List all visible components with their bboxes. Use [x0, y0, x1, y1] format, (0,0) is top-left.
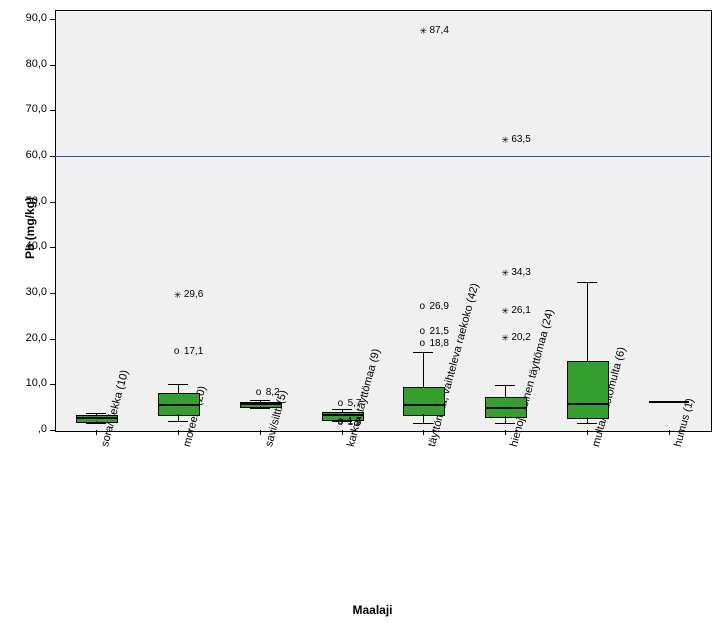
y-tick-mark: [50, 339, 55, 340]
whisker: [178, 384, 179, 392]
outlier-label: 5,7: [348, 399, 362, 409]
whisker: [178, 414, 179, 421]
median-line: [485, 407, 527, 409]
y-tick-mark: [50, 430, 55, 431]
outlier-label: 1,5: [348, 418, 362, 428]
x-tick-mark: [260, 430, 261, 435]
x-tick-mark: [342, 430, 343, 435]
whisker-cap: [495, 385, 515, 386]
outlier-point: o: [419, 302, 425, 312]
boxplot-chart: Pb (mg/kg) Maalaji ,010,020,030,040,050,…: [0, 0, 725, 623]
y-tick-label: 30,0: [15, 286, 47, 298]
extreme-label: 63,5: [511, 135, 530, 145]
extreme-point: ✳: [501, 307, 509, 316]
x-tick-mark: [505, 430, 506, 435]
y-tick-mark: [50, 293, 55, 294]
whisker-cap: [250, 408, 270, 409]
whisker-cap: [86, 423, 106, 424]
whisker-cap: [577, 282, 597, 283]
outlier-point: o: [419, 339, 425, 349]
x-tick-mark: [669, 430, 670, 435]
x-tick-mark: [96, 430, 97, 435]
whisker-cap: [168, 384, 188, 385]
outlier-label: 18,8: [429, 339, 448, 349]
y-tick-mark: [50, 65, 55, 66]
y-tick-label: 90,0: [15, 12, 47, 24]
outlier-label: 17,1: [184, 347, 203, 357]
extreme-point: ✳: [174, 291, 182, 300]
whisker-cap: [577, 423, 597, 424]
x-tick-mark: [178, 430, 179, 435]
outlier-point: o: [338, 399, 344, 409]
whisker-cap: [413, 352, 433, 353]
extreme-label: 26,1: [511, 306, 530, 316]
y-tick-mark: [50, 19, 55, 20]
y-tick-label: 60,0: [15, 149, 47, 161]
outlier-label: 21,5: [429, 327, 448, 337]
outlier-label: 8,2: [266, 388, 280, 398]
whisker-cap: [168, 421, 188, 422]
outlier-point: o: [256, 388, 262, 398]
box: [567, 361, 609, 420]
y-tick-label: 20,0: [15, 332, 47, 344]
y-tick-label: 80,0: [15, 58, 47, 70]
x-tick-mark: [587, 430, 588, 435]
y-tick-label: 50,0: [15, 195, 47, 207]
median-line: [240, 403, 282, 405]
y-tick-label: 10,0: [15, 377, 47, 389]
y-tick-mark: [50, 202, 55, 203]
extreme-point: ✳: [419, 27, 427, 36]
whisker-cap: [332, 409, 352, 410]
whisker: [505, 416, 506, 423]
y-tick-label: 40,0: [15, 240, 47, 252]
y-tick-mark: [50, 384, 55, 385]
outlier-point: o: [419, 327, 425, 337]
whisker: [423, 414, 424, 423]
reference-line: [55, 156, 710, 157]
whisker-cap: [495, 423, 515, 424]
extreme-label: 20,2: [511, 333, 530, 343]
extreme-label: 87,4: [429, 26, 448, 36]
y-tick-label: ,0: [15, 423, 47, 435]
y-tick-mark: [50, 110, 55, 111]
whisker: [505, 385, 506, 397]
y-tick-label: 70,0: [15, 103, 47, 115]
median-line: [403, 404, 445, 406]
whisker: [423, 352, 424, 386]
x-tick-mark: [423, 430, 424, 435]
whisker-cap: [250, 400, 270, 401]
x-axis-label: Maalaji: [353, 603, 393, 617]
y-tick-mark: [50, 247, 55, 248]
whisker-cap: [413, 423, 433, 424]
single-point: [649, 401, 689, 403]
extreme-label: 29,6: [184, 290, 203, 300]
outlier-label: 26,9: [429, 302, 448, 312]
extreme-point: ✳: [501, 136, 509, 145]
extreme-label: 34,3: [511, 268, 530, 278]
outlier-point: o: [338, 418, 344, 428]
median-line: [567, 403, 609, 405]
outlier-point: o: [174, 347, 180, 357]
extreme-point: ✳: [501, 334, 509, 343]
whisker: [587, 282, 588, 361]
median-line: [76, 417, 118, 419]
whisker-cap: [86, 413, 106, 414]
box: [403, 387, 445, 416]
extreme-point: ✳: [501, 269, 509, 278]
median-line: [158, 404, 200, 406]
